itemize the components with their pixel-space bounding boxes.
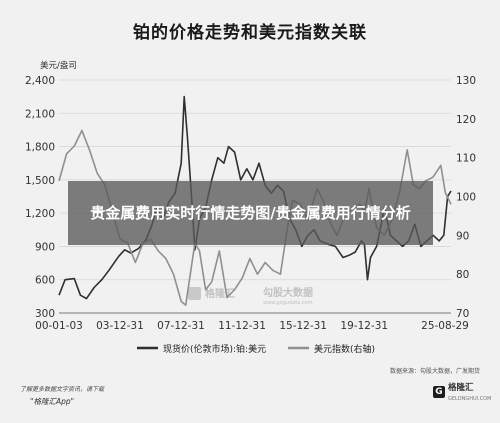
- x-tick-label: 03-12-31: [96, 320, 144, 332]
- y-left-tick-label: 600: [35, 275, 55, 287]
- y-right-tick-label: 120: [456, 114, 476, 126]
- x-tick-label: 15-12-31: [279, 320, 327, 332]
- legend-label-dxy: 美元指数(右轴): [314, 343, 375, 355]
- gelonghui-logo-icon: G: [433, 386, 445, 398]
- footer-logo-text: 格隆汇: [448, 383, 474, 393]
- watermark-url: www.gogudata.com: [263, 300, 313, 306]
- y-right-tick-label: 70: [456, 308, 469, 320]
- watermark-logo-icon: [188, 287, 201, 300]
- y-right-tick-label: 100: [456, 192, 476, 204]
- y-left-tick-label: 2,400: [25, 75, 55, 87]
- source-note: 数据来源：勾股大数据，广发期货: [389, 368, 480, 375]
- y-left-tick-label: 300: [35, 308, 55, 320]
- y-left-tick-label: 1,500: [25, 175, 55, 187]
- x-tick-label: 07-12-31: [157, 320, 205, 332]
- y-right-tick-label: 110: [456, 153, 476, 165]
- y-left-tick-label: 1,200: [25, 208, 55, 220]
- y-right-tick-label: 90: [456, 230, 469, 242]
- footer-app-name: "格隆汇App": [30, 397, 75, 406]
- footer-logo-sub: GELONGHUI.COM: [448, 396, 492, 402]
- x-tick-label: 25-08-29: [421, 320, 469, 332]
- x-tick-label: 00-01-03: [35, 320, 83, 332]
- y-left-axis-label: 美元/盎司: [40, 60, 77, 71]
- y-right-tick-label: 80: [456, 269, 469, 281]
- chart-title: 铂的价格走势和美元指数关联: [133, 23, 367, 43]
- y-left-tick-label: 1,800: [25, 142, 55, 154]
- watermark-brand2: 勾股大数据: [263, 286, 313, 299]
- y-left-tick-label: 2,100: [25, 108, 55, 120]
- footer-logo: G 格隆汇 GELONGHUI.COM: [433, 383, 492, 402]
- y-right-tick-label: 130: [456, 75, 476, 87]
- footer-note: 了解更多数据文字资讯，请下载: [20, 386, 105, 393]
- y-left-tick-label: 900: [35, 241, 55, 253]
- x-tick-label: 19-12-31: [340, 320, 388, 332]
- legend-label-platinum: 现货价(伦敦市场):铂:美元: [163, 343, 266, 355]
- overlay-banner: 贵金属费用实时行情走势图/贵金属费用行情分析: [68, 181, 433, 245]
- x-tick-label: 11-12-31: [218, 320, 266, 332]
